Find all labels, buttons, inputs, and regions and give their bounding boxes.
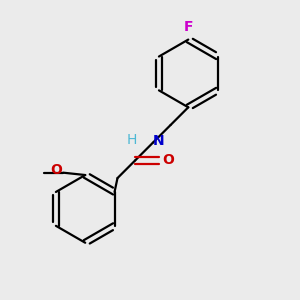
Text: H: H (126, 133, 137, 147)
Text: O: O (50, 163, 62, 177)
Text: O: O (162, 153, 174, 167)
Text: N: N (153, 134, 164, 148)
Text: F: F (184, 20, 193, 34)
